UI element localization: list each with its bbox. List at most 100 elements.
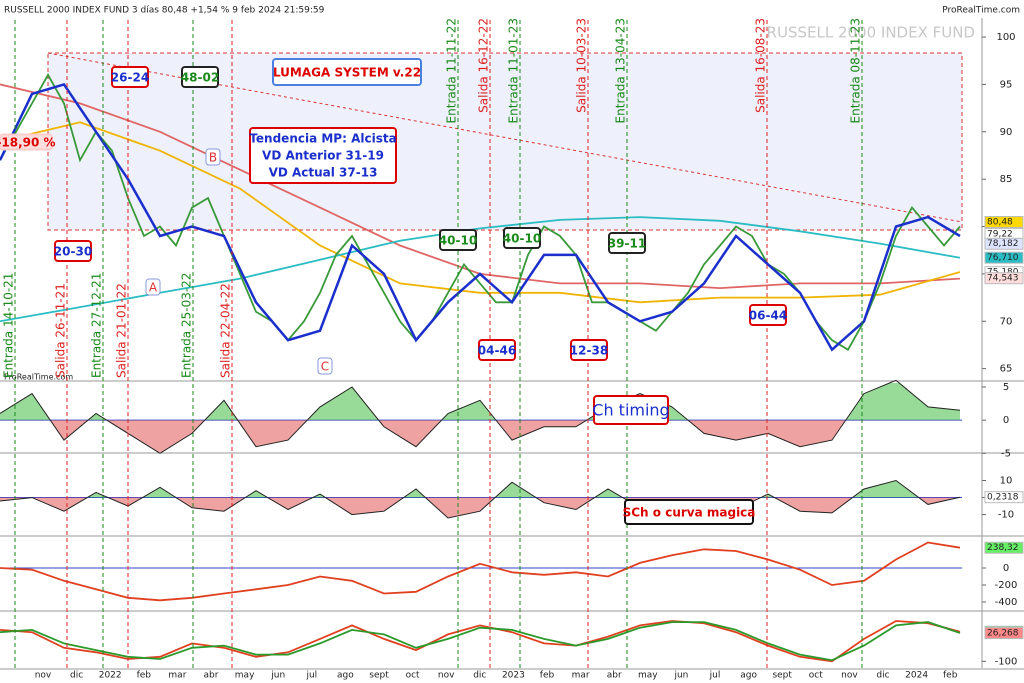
price-label: 80,48 [987, 217, 1013, 227]
price-label-bg [984, 215, 1024, 228]
annotation-box [503, 227, 541, 249]
annotation-box [111, 66, 149, 88]
header-title: RUSSELL 2000 INDEX FUND 3 días 80,48 +1,… [4, 6, 325, 16]
annotation-box [749, 304, 787, 326]
trend-box [249, 127, 397, 184]
footer-source: ProRealTime.com [4, 373, 73, 382]
signal-label: Salida 26-11-21 [54, 283, 68, 378]
annotation-text: 26-24 [111, 71, 149, 85]
y-tick-label: -5 [1001, 448, 1011, 459]
y-tick-label: -10 [998, 510, 1014, 521]
y-tick-label: 5 [1003, 382, 1009, 393]
signal-label: Entrada 27-12-21 [90, 273, 104, 378]
x-tick-label: feb [943, 671, 958, 681]
trend-text: Tendencia MP: Alcista [249, 132, 396, 146]
x-tick-label: may [235, 671, 255, 681]
header-source: ProRealTime.com [942, 6, 1020, 16]
annotation-text: C [321, 360, 329, 374]
x-tick-label: ago [337, 671, 354, 681]
price-label: 74,543 [987, 274, 1019, 284]
x-tick-label: ago [740, 671, 757, 681]
price-label: 26,268 [987, 628, 1019, 638]
line [0, 541, 961, 602]
x-tick-label: 2024 [905, 671, 928, 681]
signal-label: Salida 10-03-23 [575, 18, 589, 113]
price-label: 0,2318 [987, 493, 1019, 503]
x-tick-label: feb [540, 671, 555, 681]
x-tick-label: abr [204, 671, 219, 681]
y-tick-label: -100 [995, 656, 1018, 667]
annotation-box [439, 229, 477, 251]
annotation-text: 20-30 [54, 245, 92, 259]
y-tick-label: 10 [1000, 476, 1013, 487]
x-tick-label: nov [841, 671, 858, 681]
annotation-text: -18,90 % [0, 136, 56, 150]
annotation-text: SCh o curva magica [623, 506, 756, 520]
annotation-text: Ch timing [592, 401, 669, 420]
y-tick-label: -200 [995, 580, 1018, 591]
signal-label: Entrada 08-11-23 [849, 18, 863, 123]
x-tick-label: may [638, 671, 658, 681]
price-label: 76,710 [987, 253, 1019, 263]
signal-label: Entrada 11-01-23 [507, 18, 521, 123]
line [0, 379, 961, 454]
annotation-text: B [209, 151, 217, 165]
annotation-text: 04-46 [478, 344, 516, 358]
x-tick-label: mar [168, 671, 186, 681]
y-tick-label: 70 [1000, 316, 1013, 327]
annotation-box [145, 278, 161, 296]
x-tick-label: dic [70, 671, 83, 681]
line [0, 621, 961, 662]
x-tick-label: sept [772, 671, 792, 681]
trend-line [47, 52, 963, 223]
annotation-text: 39-11 [608, 237, 646, 251]
y-tick-label: 90 [1000, 127, 1013, 138]
annotation-text: 40-10 [439, 234, 477, 248]
annotation-box [272, 58, 422, 86]
signal-label: Salida 16-08-23 [754, 18, 768, 113]
annotation-box [181, 66, 219, 88]
line [0, 121, 961, 304]
y-tick-label: -400 [995, 597, 1018, 608]
price-label-bg [984, 272, 1024, 285]
line [0, 620, 961, 663]
signal-label: Entrada 13-04-23 [614, 18, 628, 123]
annotation-box [608, 232, 646, 254]
price-label-bg [984, 541, 1024, 554]
x-tick-label: jun [270, 671, 285, 681]
x-tick-label: dic [876, 671, 889, 681]
area-positive [0, 480, 960, 498]
price-label: 78,182 [987, 239, 1019, 249]
y-tick-label: 0 [1003, 415, 1009, 426]
x-tick-label: sept [369, 671, 389, 681]
signal-label: Salida 16-12-22 [477, 18, 491, 113]
price-label-bg [984, 491, 1024, 504]
annotation-text: A [149, 281, 158, 295]
price-label-bg [984, 237, 1024, 250]
y-tick-label: 85 [1000, 174, 1013, 185]
trend-text: VD Actual 37-13 [269, 166, 378, 180]
x-tick-label: feb [137, 671, 152, 681]
annotation-box [54, 240, 92, 262]
x-tick-label: nov [438, 671, 455, 681]
area-negative [0, 420, 960, 452]
annotation-text: LUMAGA SYSTEM v.22 [273, 66, 421, 80]
annotation-text: 06-44 [749, 309, 787, 323]
watermark: RUSSELL 2000 INDEX FUND [767, 24, 975, 42]
annotation-box [570, 339, 608, 361]
line [0, 479, 961, 519]
signal-label: Entrada 25-03-22 [180, 273, 194, 378]
x-tick-label: mar [572, 671, 590, 681]
x-tick-label: jun [673, 671, 688, 681]
y-tick-label: 65 [1000, 364, 1013, 375]
annotation-text: 12-38 [570, 344, 608, 358]
x-tick-label: jul [709, 671, 721, 681]
price-label: 238,32 [987, 543, 1019, 553]
x-tick-label: oct [406, 671, 420, 681]
annotation-text: 48-02 [181, 71, 219, 85]
trend-text: VD Anterior 31-19 [262, 149, 384, 163]
y-tick-label: 0 [1003, 563, 1009, 574]
x-tick-label: nov [35, 671, 52, 681]
annotation-box [478, 339, 516, 361]
